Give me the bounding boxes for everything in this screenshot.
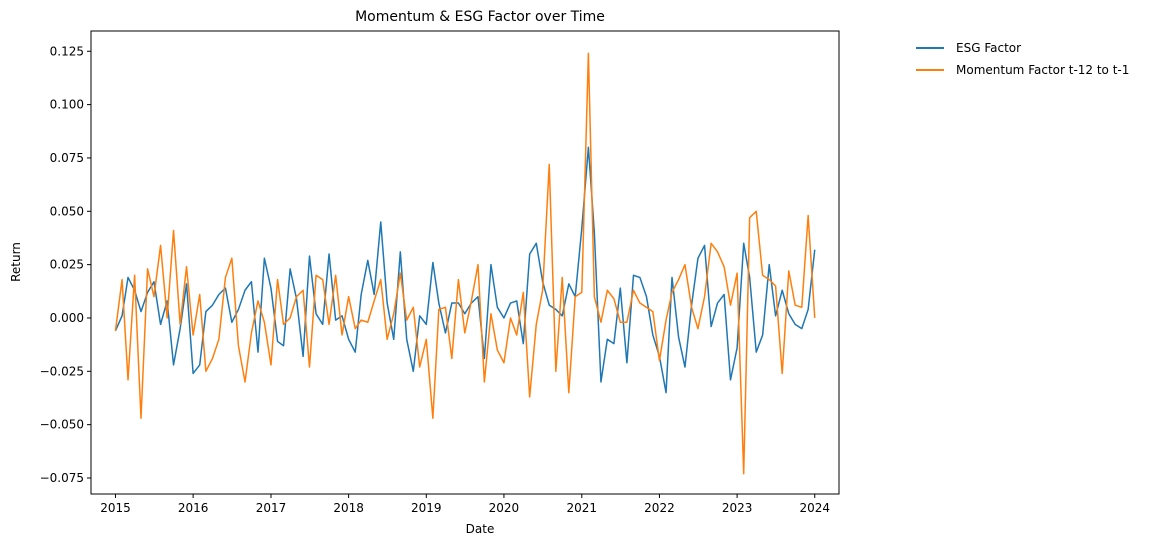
x-axis: 2015 2016 2017 2018 2019 2020 2021 2022 2023 2024 [100, 494, 830, 515]
y-tick-label: 0.125 [50, 44, 84, 58]
y-tick-label: 0.025 [50, 258, 84, 272]
legend-label: Momentum Factor t-12 to t-1 [956, 63, 1129, 77]
series-line-momentum-factor [114, 52, 816, 475]
y-axis-label: Return [9, 242, 23, 282]
y-tick-label: 0.100 [50, 98, 84, 112]
y-tick-label: −0.075 [40, 471, 84, 485]
x-tick-label: 2023 [722, 501, 753, 515]
x-tick-label: 2019 [411, 501, 442, 515]
legend: ESG Factor Momentum Factor t-12 to t-1 [916, 41, 1129, 77]
series-line-esg-factor [114, 146, 816, 394]
x-tick-label: 2020 [489, 501, 520, 515]
x-tick-label: 2017 [256, 501, 287, 515]
legend-label: ESG Factor [956, 41, 1021, 55]
y-tick-label: −0.025 [40, 364, 84, 378]
y-tick-label: 0.050 [50, 204, 84, 218]
x-tick-label: 2021 [567, 501, 598, 515]
x-axis-label: Date [466, 522, 495, 536]
x-tick-label: 2015 [100, 501, 131, 515]
x-tick-label: 2016 [178, 501, 209, 515]
y-tick-label: −0.050 [40, 418, 84, 432]
plot-area-frame [90, 30, 840, 495]
x-tick-label: 2022 [644, 501, 675, 515]
chart-title: Momentum & ESG Factor over Time [355, 9, 605, 25]
series-lines [114, 52, 816, 475]
y-axis: −0.075 −0.050 −0.025 0.000 0.025 0.050 0.075 0.… [40, 44, 91, 485]
x-tick-label: 2018 [333, 501, 364, 515]
y-tick-label: 0.000 [50, 311, 84, 325]
y-tick-label: 0.075 [50, 151, 84, 165]
x-tick-label: 2024 [799, 501, 830, 515]
